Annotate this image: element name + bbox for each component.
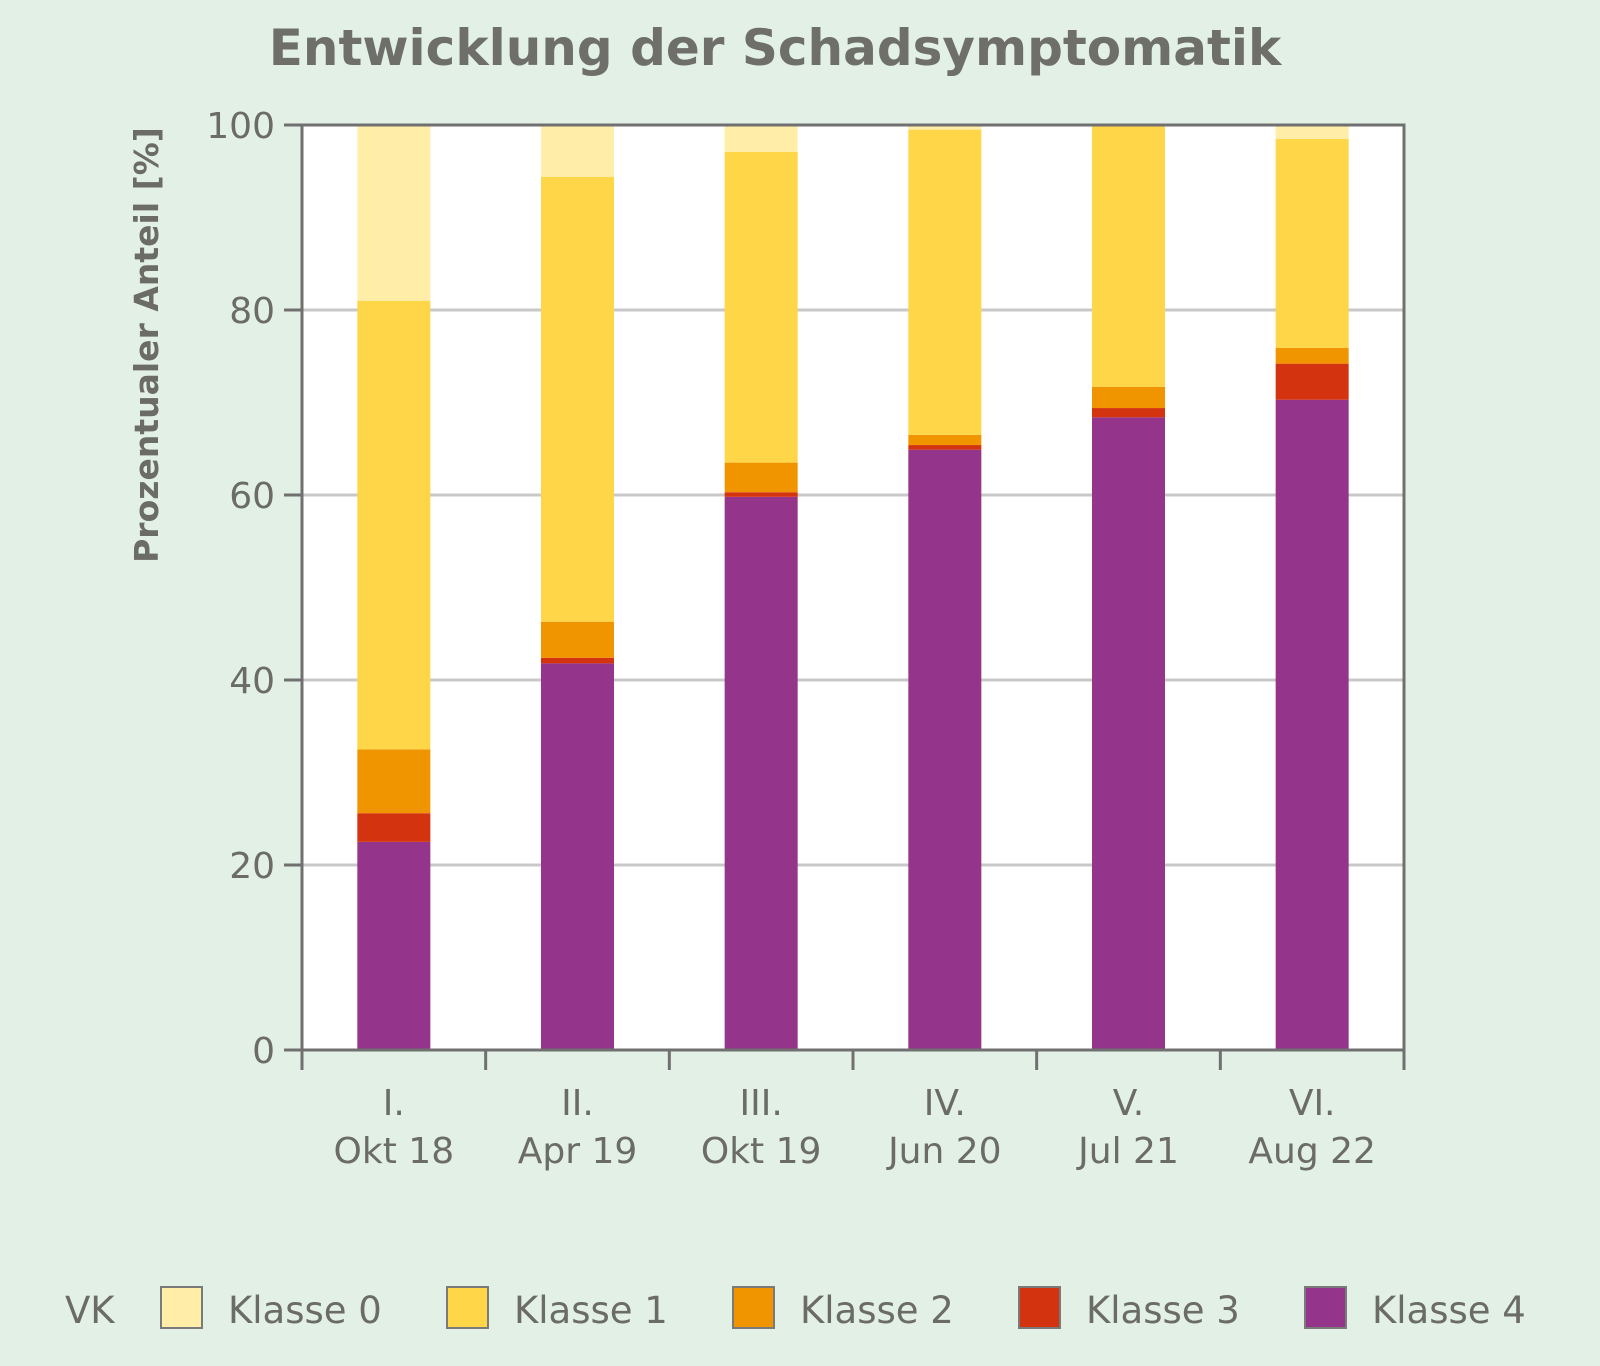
bar-segment-klasse-2 (1092, 386, 1165, 409)
x-tick-label: IV. (924, 1083, 966, 1124)
x-tick-label: Okt 19 (701, 1131, 822, 1172)
legend-label: Klasse 0 (228, 1289, 382, 1332)
x-tick-labels: I. Okt 18 II. Apr 19 III. Okt 19 IV. Jun 20 V. Ju… (334, 1083, 1376, 1172)
legend-label: Klasse 2 (800, 1289, 954, 1332)
x-tick-label: Okt 18 (334, 1131, 455, 1172)
bar-segment-klasse-4 (1092, 417, 1165, 1050)
y-tick-labels: 0 20 40 60 80 100 (206, 106, 302, 1072)
y-tick-label: 0 (252, 1031, 275, 1072)
legend-title: VK (65, 1289, 116, 1332)
bar-segment-klasse-2 (541, 621, 614, 658)
bar-segment-klasse-3 (357, 813, 431, 842)
y-tick-label: 80 (229, 291, 275, 332)
chart-title: Entwicklung der Schadsymptomatik (269, 19, 1283, 77)
legend-label: Klasse 4 (1372, 1289, 1526, 1332)
bar-segment-klasse-1 (908, 129, 982, 435)
x-tick-label: II. (561, 1083, 594, 1124)
bar-segment-klasse-0 (724, 125, 798, 152)
bar-segment-klasse-4 (724, 496, 798, 1051)
y-tick-label: 20 (229, 846, 275, 887)
legend: VK Klasse 0 Klasse 1 Klasse 2 Klasse 3 Klass… (65, 1286, 1526, 1332)
x-tick-label: III. (740, 1083, 783, 1124)
bars (357, 125, 1349, 1051)
legend-label: Klasse 1 (514, 1289, 668, 1332)
x-tick-label: Apr 19 (518, 1131, 638, 1172)
x-tick-label: Jul 21 (1076, 1131, 1179, 1172)
y-tick-label: 40 (229, 661, 275, 702)
grid-lines (302, 308, 1404, 867)
bar-segment-klasse-0 (541, 125, 614, 177)
bar-segment-klasse-3 (1275, 363, 1349, 400)
x-tick-label: VI. (1289, 1083, 1336, 1124)
bar-segment-klasse-3 (908, 445, 982, 450)
axes (300, 123, 1406, 1070)
bar-segment-klasse-4 (357, 841, 431, 1050)
bar-segment-klasse-3 (724, 492, 798, 497)
bar-segment-klasse-1 (357, 300, 431, 750)
legend-swatch (160, 1286, 203, 1329)
x-tick-label: I. (383, 1083, 405, 1124)
x-tick-label: V. (1113, 1083, 1144, 1124)
legend-swatch (1304, 1286, 1347, 1329)
y-tick-label: 100 (206, 106, 275, 147)
x-tick-label: Jun 20 (886, 1131, 1002, 1172)
bar-segment-klasse-2 (1275, 347, 1349, 364)
bar-segment-klasse-0 (908, 125, 982, 130)
bar-segment-klasse-3 (1092, 408, 1165, 418)
bar-segment-klasse-1 (1275, 138, 1349, 348)
bar-segment-klasse-1 (1092, 125, 1165, 387)
x-tick-label: Aug 22 (1248, 1131, 1376, 1172)
legend-swatch (732, 1286, 775, 1329)
y-tick-label: 60 (229, 476, 275, 517)
bar-segment-klasse-2 (724, 462, 798, 493)
legend-swatch (1018, 1286, 1061, 1329)
bar-segment-klasse-2 (357, 749, 431, 814)
bar-segment-klasse-4 (908, 449, 982, 1050)
bar-segment-klasse-0 (1275, 125, 1349, 139)
bar-segment-klasse-4 (541, 663, 614, 1050)
bar-segment-klasse-2 (908, 434, 982, 446)
legend-label: Klasse 3 (1086, 1289, 1240, 1332)
bar-segment-klasse-3 (541, 657, 614, 664)
bar-segment-klasse-1 (724, 151, 798, 463)
plot-area (302, 125, 1404, 1050)
y-axis-label: Prozentualer Anteil [%] (127, 127, 166, 563)
bar-segment-klasse-1 (541, 176, 614, 622)
legend-swatch (446, 1286, 489, 1329)
bar-segment-klasse-4 (1275, 399, 1349, 1051)
bar-segment-klasse-0 (357, 125, 431, 301)
